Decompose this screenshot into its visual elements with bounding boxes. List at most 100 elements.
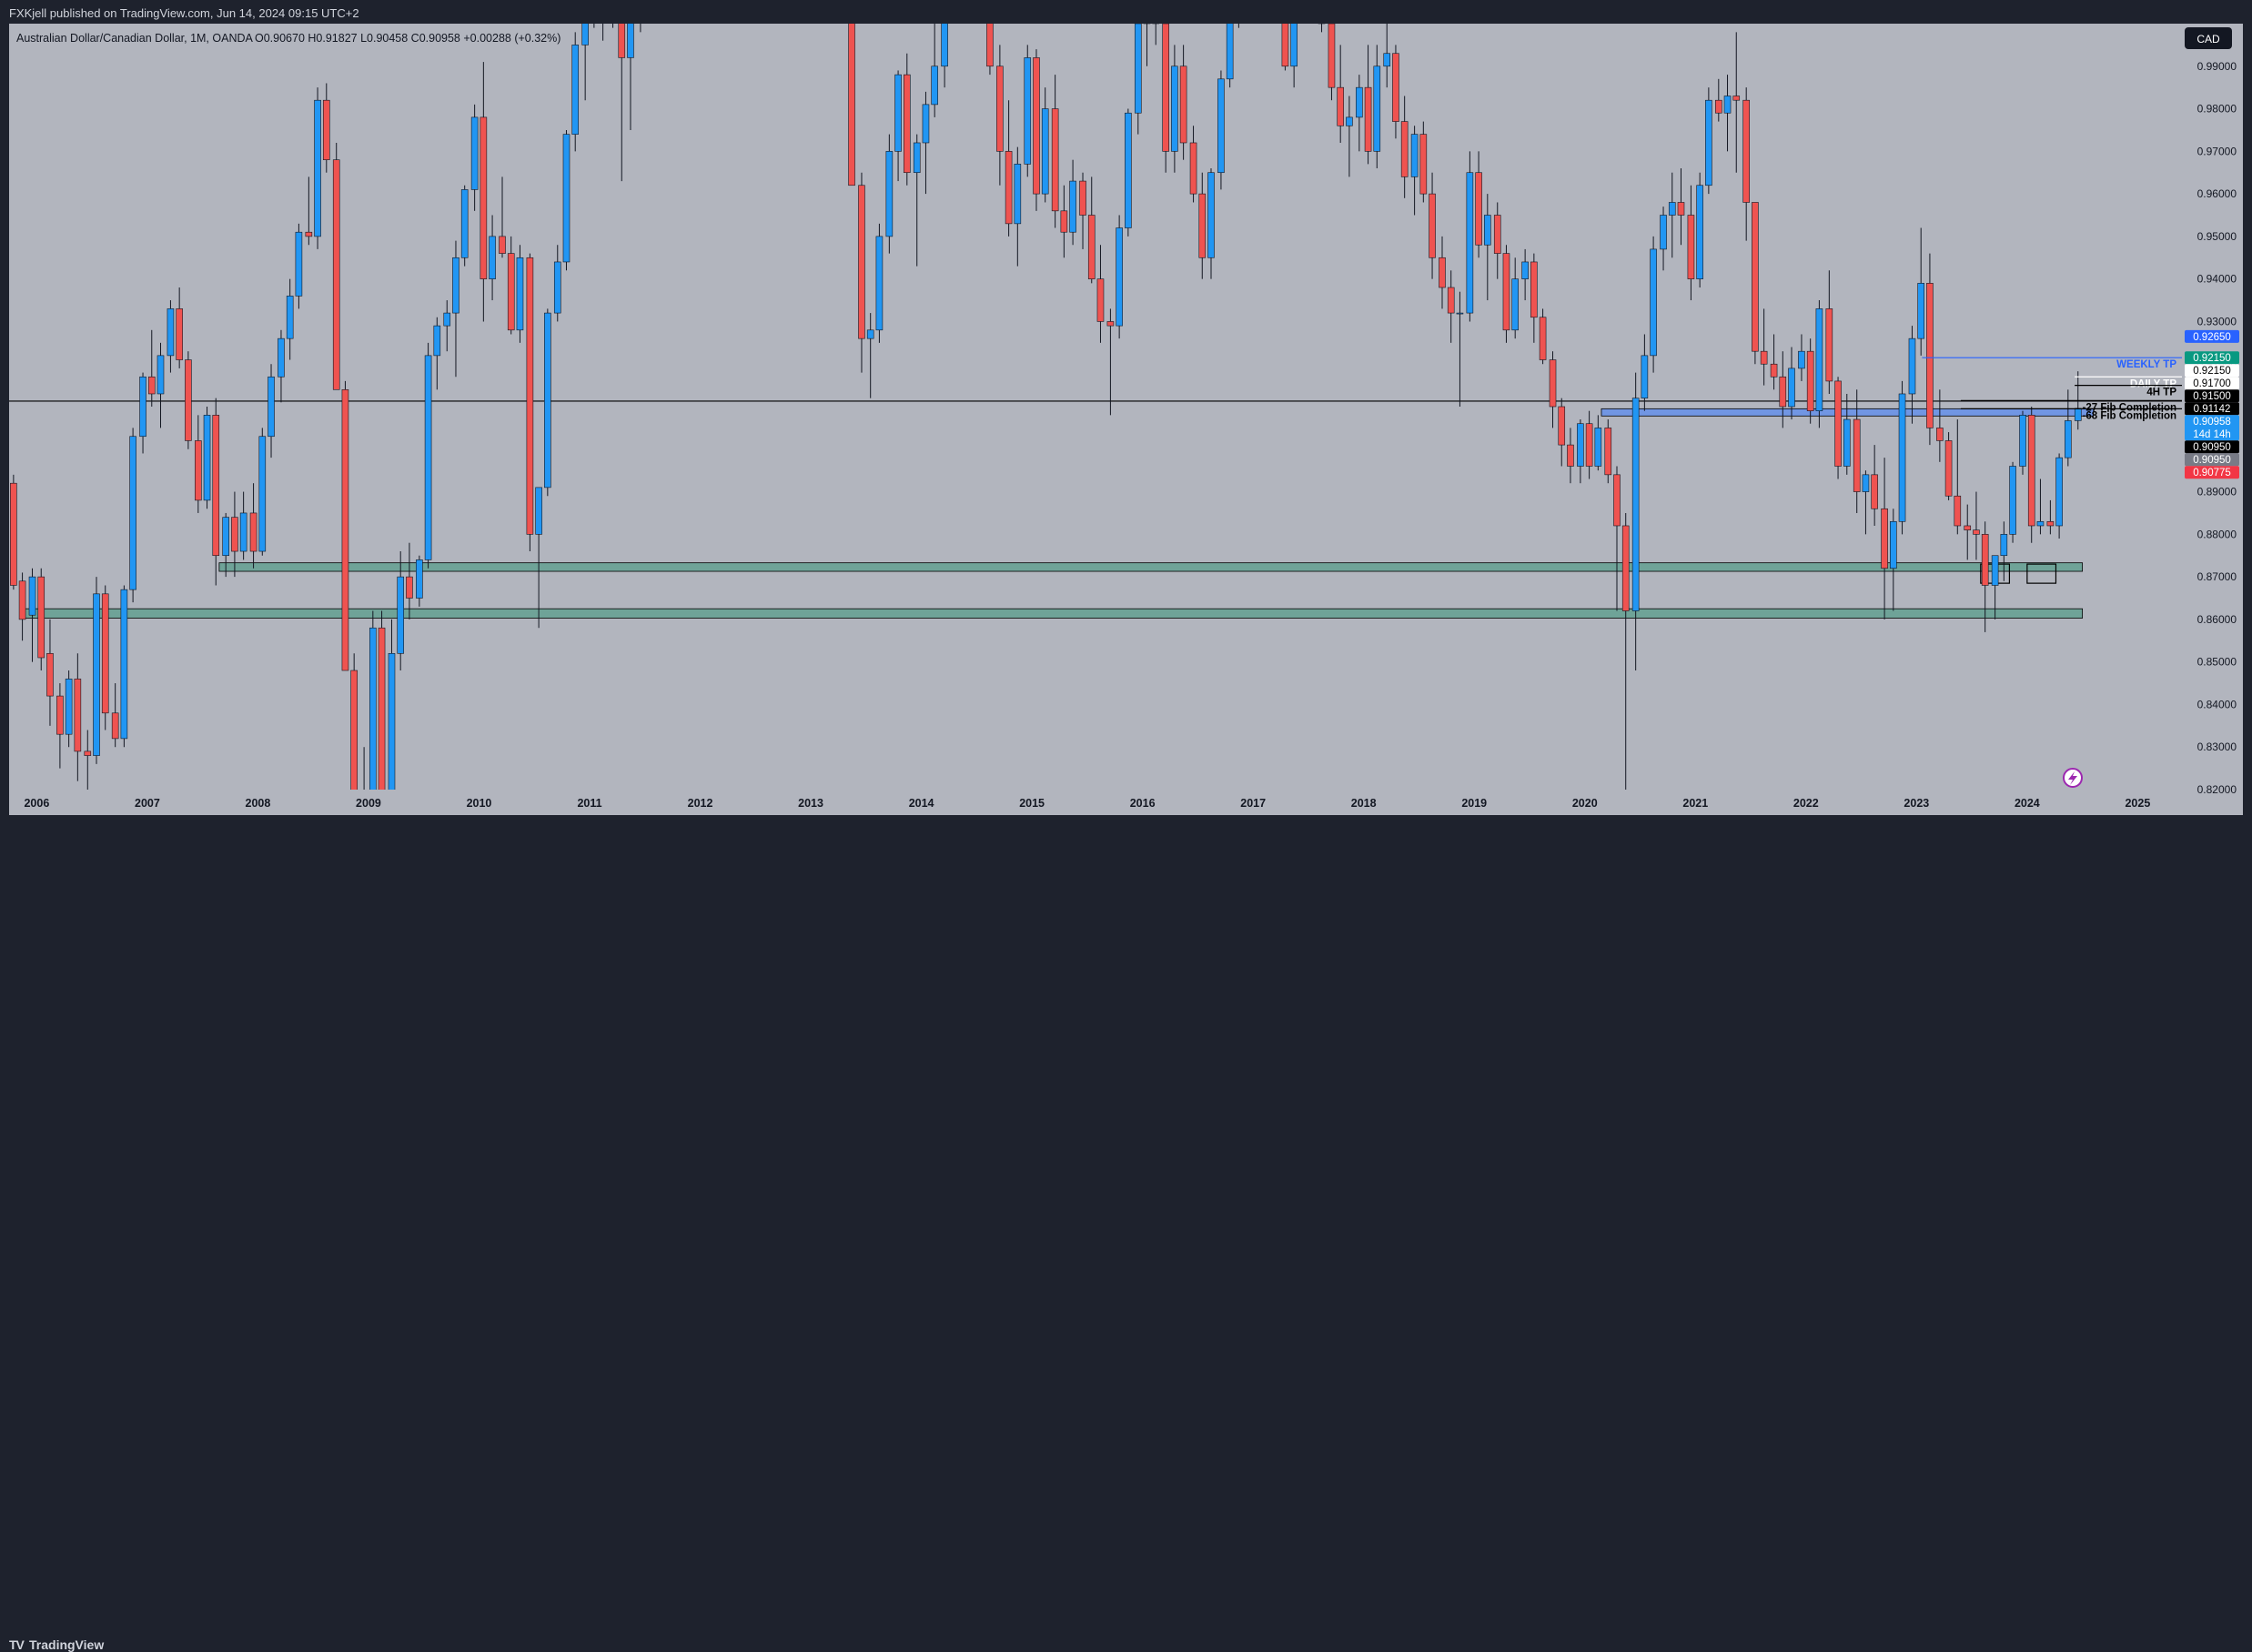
support-zone-lower[interactable] [19,608,2084,619]
candle[interactable] [101,585,109,730]
candle[interactable] [1502,245,1510,343]
candle[interactable] [129,428,136,603]
candle[interactable] [609,0,617,28]
price-label[interactable]: 0.92650 [2185,329,2239,343]
candle[interactable] [378,610,386,854]
candle[interactable] [1890,509,1897,611]
candle[interactable] [1604,419,1612,484]
candle[interactable] [249,483,258,569]
candle[interactable] [571,32,580,152]
candle[interactable] [1853,389,1861,513]
candle[interactable] [222,512,229,578]
candle[interactable] [305,176,313,246]
candle[interactable] [1715,78,1722,122]
candle[interactable] [1770,334,1778,390]
candle[interactable] [443,300,451,352]
candle[interactable] [986,0,994,76]
price-label[interactable]: 0.91700 [2185,377,2239,390]
candle[interactable] [591,0,598,28]
candle[interactable] [470,104,479,211]
candle[interactable] [84,730,92,790]
candle[interactable] [1881,458,1888,620]
candle[interactable] [139,372,146,454]
candle[interactable] [1079,172,1086,249]
candle[interactable] [1198,172,1207,279]
candle[interactable] [2036,478,2045,535]
candle[interactable] [286,278,294,360]
candle[interactable] [314,87,321,249]
candle[interactable] [341,380,349,671]
candle[interactable] [1567,428,1574,484]
candle[interactable] [1677,168,1685,246]
candle[interactable] [1577,419,1584,484]
candle[interactable] [581,0,589,101]
candle[interactable] [1346,96,1353,177]
candle[interactable] [1189,126,1197,203]
candle[interactable] [1631,372,1640,671]
candle[interactable] [37,568,45,671]
candle[interactable] [1337,45,1344,143]
candle[interactable] [913,134,921,267]
candle[interactable] [1806,338,1814,424]
candle[interactable] [1171,45,1178,173]
candle[interactable] [535,487,542,629]
candle[interactable] [1162,15,1169,173]
candle[interactable] [1116,215,1123,339]
candle[interactable] [195,415,202,513]
candle[interactable] [1014,146,1022,267]
candle[interactable] [1106,308,1115,416]
candle[interactable] [1410,126,1419,216]
candle[interactable] [176,287,183,368]
candle[interactable] [1356,75,1363,152]
blue-zone[interactable] [1601,408,2095,417]
candle[interactable] [922,91,930,195]
candle[interactable] [562,129,571,271]
price-label[interactable]: 0.90950 [2185,453,2239,467]
candle[interactable] [1760,308,1768,386]
support-zone-upper[interactable] [218,562,2084,572]
candle[interactable] [147,329,156,407]
candle[interactable] [1862,470,1870,535]
candle[interactable] [1033,49,1040,211]
candle[interactable] [1439,236,1446,309]
candle[interactable] [1484,194,1491,301]
candle[interactable] [1954,419,1962,535]
candle[interactable] [1530,253,1538,343]
candle[interactable] [322,83,330,173]
candle[interactable] [875,223,884,343]
candle[interactable] [1400,96,1409,198]
candle[interactable] [406,542,413,620]
candle[interactable] [433,317,441,390]
candle[interactable] [618,0,626,182]
candle[interactable] [2019,410,2026,475]
time-axis-bg[interactable] [9,790,2182,815]
candle[interactable] [544,308,551,497]
candle[interactable] [93,577,100,764]
candle[interactable] [1843,393,1851,475]
price-label[interactable]: 0.91500 [2185,389,2239,403]
candle[interactable] [369,610,377,854]
price-label[interactable]: 0.92150 [2185,351,2239,365]
candle[interactable] [295,223,303,309]
candle[interactable] [1493,202,1501,279]
candle[interactable] [28,568,36,662]
candle[interactable] [397,551,405,671]
candle[interactable] [903,53,911,186]
candle[interactable] [56,683,64,769]
candle[interactable] [2027,407,2035,543]
candle[interactable] [424,342,432,569]
candle[interactable] [1834,377,1842,479]
candle[interactable] [1705,87,1712,195]
candle[interactable] [941,0,948,88]
lightning-icon[interactable] [2063,768,2083,788]
candle[interactable] [858,172,865,373]
candle[interactable] [1419,121,1428,203]
candle[interactable] [10,474,17,590]
candle[interactable] [1964,504,1972,560]
candle[interactable] [2055,453,2063,539]
price-label[interactable]: 0.92150 [2185,364,2239,378]
candle[interactable] [1392,45,1399,139]
candle[interactable] [1051,75,1059,228]
candle[interactable] [885,134,894,254]
